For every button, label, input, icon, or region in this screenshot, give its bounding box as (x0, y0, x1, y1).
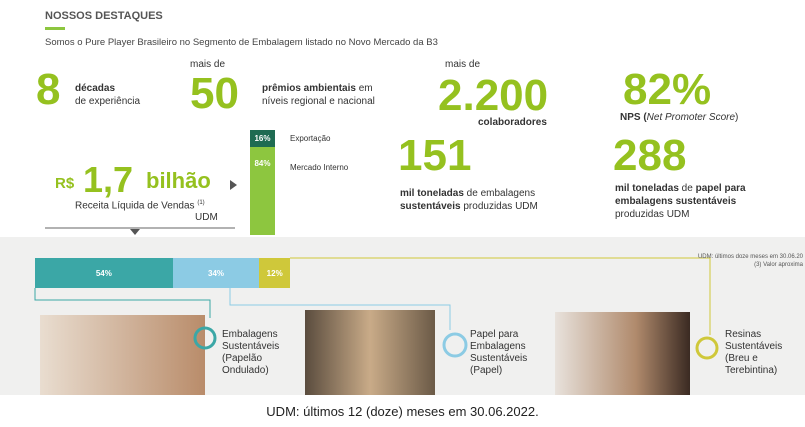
packaging-line2-bold: sustentáveis (400, 201, 461, 212)
revenue-unit: bilhão (146, 168, 211, 193)
photo-resin (555, 312, 690, 395)
segment-name: Sustentáveis (725, 341, 783, 352)
awards-prefix: mais de (190, 59, 226, 70)
nps-label-start: NPS ( (620, 112, 647, 123)
split-segment: 16% (250, 130, 275, 147)
paper-line1-bold: mil toneladas (615, 183, 679, 194)
nps-value: 82% (623, 65, 712, 114)
segment-name: Embalagens (470, 341, 526, 352)
caption: UDM: últimos 12 (doze) meses em 30.06.20… (266, 404, 539, 419)
connector (34, 288, 211, 318)
segment-name: Sustentáveis (222, 341, 280, 352)
decades-line2: de experiência (75, 96, 141, 107)
segment-name: Papel para (470, 329, 519, 340)
paper-line1-text: de (678, 183, 696, 194)
revenue-label: Receita Líquida de Vendas (1) (75, 197, 205, 212)
paper-line2: embalagens sustentáveis (615, 196, 737, 207)
awards-value: 50 (190, 69, 239, 118)
revenue-label-text: Receita Líquida de Vendas (75, 200, 195, 212)
segment-name: (Breu e (725, 353, 758, 364)
packaging-value: 151 (398, 131, 472, 180)
awards-line1: prêmios ambientais em (262, 82, 373, 95)
note: (3) Valor aproxima (754, 262, 803, 268)
notes: UDM: últimos doze meses em 30.06.20 (3) … (698, 253, 803, 269)
segment-name: (Papelão (222, 353, 263, 364)
segment: 12% (259, 258, 290, 288)
photo-paper-roll (305, 310, 435, 395)
segment: 54% (35, 258, 173, 288)
icon (442, 332, 468, 358)
icon (193, 326, 217, 350)
packaging-line1: mil toneladas de embalagens (400, 187, 535, 200)
icon (695, 336, 719, 360)
paper-line1-bold2: papel para (695, 183, 746, 194)
segment-name: (Papel) (470, 365, 503, 376)
segment-name: Resinas (725, 329, 762, 340)
connector (290, 257, 711, 335)
split-name: Exportação (290, 134, 331, 143)
paper-line3: produzidas UDM (615, 209, 690, 220)
decades-value: 8 (36, 65, 61, 114)
segment: 34% (172, 258, 260, 288)
revenue-currency: R$ (55, 175, 75, 192)
packaging-line2: sustentáveis produzidas UDM (400, 200, 538, 213)
note: UDM: últimos doze meses em 30.06.20 (697, 254, 803, 260)
employees-prefix: mais de (445, 59, 481, 70)
decades-line1: décadas (75, 83, 116, 94)
packaging-line1-bold: mil toneladas (400, 188, 464, 199)
photo-boxes (40, 315, 205, 395)
packaging-line2-text: produzidas UDM (460, 201, 538, 212)
employees-value: 2.200 (438, 71, 549, 120)
employees-label: colaboradores (478, 117, 547, 128)
revenue-value: 1,7 (83, 159, 134, 200)
segment-name: Terebintina) (725, 365, 778, 376)
connector (229, 288, 451, 330)
split-name: Mercado Interno (290, 162, 349, 172)
segment-name: Embalagens (222, 329, 278, 340)
awards-line1-end: em (355, 83, 373, 94)
segment-name: Sustentáveis (470, 353, 528, 364)
packaging-line1-text: de embalagens (463, 188, 536, 199)
split-segment: 84% (250, 146, 275, 235)
subtitle: Somos o Pure Player Brasileiro no Segmen… (45, 37, 438, 48)
awards-line1-bold: prêmios ambientais (262, 83, 356, 94)
down-arrow (130, 229, 140, 235)
revenue-period: UDM (195, 212, 218, 223)
paper-value: 288 (613, 131, 687, 180)
paper-line1: mil toneladas de papel para (615, 182, 746, 195)
revenue-note: (1) (197, 200, 205, 206)
awards-line2: níveis regional e nacional (262, 96, 375, 107)
nps-label-italic: Net Promoter Score (646, 112, 736, 123)
title: NOSSOS DESTAQUES (45, 10, 163, 22)
right-arrow (230, 180, 237, 190)
nps-label-end: ) (735, 112, 739, 123)
title-underline (45, 27, 65, 30)
segment-name: Ondulado) (222, 365, 269, 376)
nps-label: NPS (Net Promoter Score) (620, 111, 738, 124)
